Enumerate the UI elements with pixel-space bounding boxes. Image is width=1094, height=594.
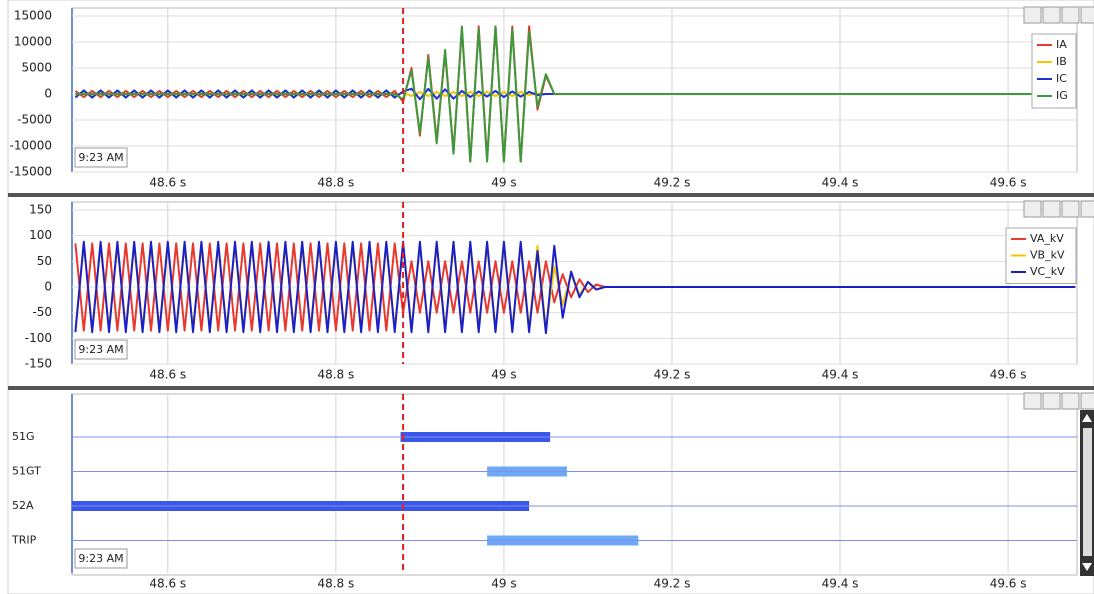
time-label-box xyxy=(74,147,128,168)
plot-content xyxy=(74,240,1076,335)
toolbar-zoom[interactable] xyxy=(1042,200,1061,218)
row-label: 52A xyxy=(12,499,34,512)
plot-content xyxy=(74,25,1076,163)
toolbar-close[interactable] xyxy=(1080,392,1094,410)
toolbar-settings[interactable] xyxy=(1023,200,1042,218)
time-label: 9:23 AM xyxy=(78,343,123,356)
y-tick-label: -10000 xyxy=(9,139,52,153)
scrollbar[interactable] xyxy=(1080,410,1094,576)
toolbar-layout[interactable] xyxy=(1061,200,1080,218)
y-tick-label: 100 xyxy=(29,228,52,242)
time-label-box xyxy=(74,548,128,569)
legend-label: IB xyxy=(1056,55,1067,68)
y-tick-label: 0 xyxy=(44,280,52,294)
legend: VA_kV VB_kV VC_kV xyxy=(1005,227,1077,284)
row-label: TRIP xyxy=(11,534,37,547)
legend-label: VC_kV xyxy=(1030,265,1065,278)
series-line xyxy=(74,242,1076,332)
scrollbar-thumb[interactable] xyxy=(1083,428,1092,556)
y-tick-label: -15000 xyxy=(9,165,52,179)
time-label-box xyxy=(74,339,128,360)
x-tick-label: 49.2 s xyxy=(654,577,691,591)
scroll-up[interactable] xyxy=(1082,414,1092,422)
toolbar-close[interactable] xyxy=(1080,200,1094,218)
toolbar-layout[interactable] xyxy=(1061,392,1080,410)
x-tick-label: 49.4 s xyxy=(822,577,859,591)
y-tick-label: 10000 xyxy=(14,35,52,49)
y-tick-label: 5000 xyxy=(21,61,52,75)
toolbar-close[interactable] xyxy=(1080,6,1094,24)
x-tick-label: 49.2 s xyxy=(654,176,691,190)
time-label: 9:23 AM xyxy=(78,552,123,565)
x-tick-label: 48.8 s xyxy=(317,577,354,591)
series-line xyxy=(74,240,1076,335)
y-tick-label: 150 xyxy=(29,203,52,217)
y-tick-label: 50 xyxy=(37,254,52,268)
x-tick-label: 48.6 s xyxy=(149,176,186,190)
y-tick-label: -5000 xyxy=(17,113,52,127)
x-tick-label: 49 s xyxy=(491,368,516,382)
y-tick-label: -150 xyxy=(25,357,52,371)
row-label: 51GT xyxy=(12,465,41,478)
toolbar-zoom[interactable] xyxy=(1042,392,1061,410)
x-tick-label: 48.8 s xyxy=(317,368,354,382)
toolbar-settings[interactable] xyxy=(1023,392,1042,410)
y-tick-label: 15000 xyxy=(14,9,52,23)
legend: IA IB IC IG xyxy=(1031,33,1077,109)
scroll-down[interactable] xyxy=(1082,563,1092,571)
toolbar-settings[interactable] xyxy=(1023,6,1042,24)
legend-label: VB_kV xyxy=(1030,249,1065,262)
x-tick-label: 49.4 s xyxy=(822,368,859,382)
x-tick-label: 49.2 s xyxy=(654,368,691,382)
series-line xyxy=(75,25,1076,163)
x-tick-label: 48.6 s xyxy=(149,577,186,591)
row-label: 51G xyxy=(12,430,35,443)
y-tick-label: -100 xyxy=(25,331,52,345)
x-tick-label: 49 s xyxy=(491,176,516,190)
time-label: 9:23 AM xyxy=(78,151,123,164)
legend-label: IC xyxy=(1056,72,1067,85)
x-tick-label: 49 s xyxy=(491,577,516,591)
legend-label: IG xyxy=(1056,89,1068,102)
x-tick-label: 48.8 s xyxy=(317,176,354,190)
legend-label: IA xyxy=(1056,38,1067,51)
x-tick-label: 49.6 s xyxy=(990,368,1027,382)
y-tick-label: 0 xyxy=(44,87,52,101)
panel-toolbar xyxy=(1023,200,1094,218)
x-tick-label: 49.6 s xyxy=(990,577,1027,591)
panel-toolbar xyxy=(1023,6,1094,24)
x-tick-label: 49.4 s xyxy=(822,176,859,190)
legend-label: VA_kV xyxy=(1030,232,1064,245)
panel-separator xyxy=(8,193,1094,197)
toolbar-layout[interactable] xyxy=(1061,6,1080,24)
x-tick-label: 48.6 s xyxy=(149,368,186,382)
toolbar-zoom[interactable] xyxy=(1042,6,1061,24)
x-tick-label: 49.6 s xyxy=(990,176,1027,190)
panel-toolbar xyxy=(1023,392,1094,410)
y-tick-label: -50 xyxy=(32,305,52,319)
panel-separator xyxy=(8,386,1094,390)
series-line xyxy=(74,87,1076,101)
